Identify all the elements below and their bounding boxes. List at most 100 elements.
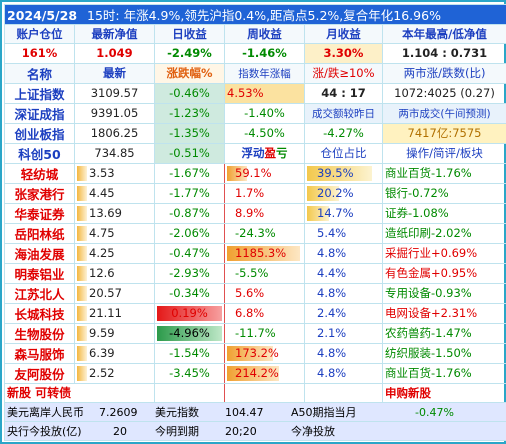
col-name-header: 名称 [4, 62, 75, 84]
stock-note: 农药兽药-1.47% [381, 322, 506, 344]
stock-position: 4.8% [304, 342, 383, 364]
header-date: 2024/5/28 [7, 8, 78, 23]
index-change: -1.35% [154, 122, 225, 144]
fx-label: 美元离岸人民币 [7, 406, 84, 420]
col-market-header: 两市涨/跌数(比) [381, 62, 506, 84]
stock-pnl: 59.1% [224, 162, 305, 184]
stock-position: 4.8% [304, 362, 383, 384]
summary-labels-row: 账户仓位 最新净值 日收益 周收益 月收益 本年最高/低净值 [4, 23, 506, 45]
stock-note: 专用设备-0.93% [381, 282, 506, 304]
col-position-header: 仓位占比 [304, 142, 383, 164]
stock-note: 纺织服装-1.50% [381, 342, 506, 364]
stock-pnl: 173.2% [224, 342, 305, 364]
market-advance-decline: 1072:4025 (0.27) [381, 82, 506, 104]
stock-position: 4.4% [304, 262, 383, 284]
stock-latest: 20.57 [74, 282, 155, 304]
market-turnover-label: 两市成交(午间预测) [381, 102, 506, 124]
stock-name: 张家港行 [4, 182, 75, 204]
stock-row[interactable]: 明泰铝业 12.6 -2.93% -5.5% 4.4% 有色金属+0.95% [4, 262, 506, 284]
index-change: -1.23% [154, 102, 225, 124]
stock-position: 20.2% [304, 182, 383, 204]
col-note-header: 操作/简评/板块 [381, 142, 506, 164]
stock-name: 轻纺城 [4, 162, 75, 184]
stock-latest: 13.69 [74, 202, 155, 224]
stock-name: 生物股份 [4, 322, 75, 344]
stock-row[interactable]: 江苏北人 20.57 -0.34% 5.6% 4.8% 专用设备-0.93% [4, 282, 506, 304]
year-high-low-value: 1.104 : 0.731 [381, 43, 506, 64]
stock-name: 海油发展 [4, 242, 75, 264]
stock-row[interactable]: 友阿股份 2.52 -3.45% 214.2% 4.8% 商业百货-1.76% [4, 362, 506, 384]
index-name: 科创50 [4, 142, 75, 164]
col-year-change-header: 指数年涨幅 [224, 62, 305, 84]
index-row[interactable]: 深证成指 9391.05 -1.23% -1.40% 成交额较昨日 两市成交(午… [4, 102, 506, 124]
index-latest: 9391.05 [74, 102, 155, 124]
footer-row-fx: 美元离岸人民币 7.2609 美元指数 104.47 A50期指当月 -0.47… [3, 401, 506, 423]
header-bar: 2024/5/28 15时: 年涨4.9%,领先沪指0.4%,距高点5.2%,复… [3, 4, 506, 25]
index-latest: 734.85 [74, 142, 155, 164]
stock-row[interactable]: 海油发展 4.25 -0.47% 1185.3% 4.8% 采掘行业+0.69% [4, 242, 506, 264]
index-row[interactable]: 科创50 734.85 -0.51% 浮动盈亏 仓位占比 操作/简评/板块 [4, 142, 506, 164]
pboc-injection-value: 20 [113, 424, 127, 438]
index-change: -0.51% [154, 142, 225, 164]
stock-pnl: 5.6% [224, 282, 305, 304]
stock-row[interactable]: 张家港行 4.45 -1.77% 1.7% 20.2% 银行-0.72% [4, 182, 506, 204]
stock-row[interactable]: 华泰证券 13.69 -0.87% 8.9% 14.7% 证券-1.08% [4, 202, 506, 224]
stock-pnl: 1.7% [224, 182, 305, 204]
a50-value: -0.47% [415, 405, 454, 419]
stock-name: 华泰证券 [4, 202, 75, 224]
stock-row[interactable]: 长城科技 21.11 0.19% 6.8% 2.4% 电网设备+2.31% [4, 302, 506, 324]
stock-pnl: 6.8% [224, 302, 305, 324]
col-up-down-header: 涨/跌≥10% [304, 62, 383, 84]
stock-latest: 6.39 [74, 342, 155, 364]
maturity-label: 今明到期 [155, 425, 199, 439]
turnover-vs-yesterday-label: 成交额较昨日 [304, 102, 383, 124]
col-pnl-header: 浮动盈亏 [224, 142, 305, 164]
stock-row[interactable]: 森马服饰 6.39 -1.54% 173.2% 4.8% 纺织服装-1.50% [4, 342, 506, 364]
stock-latest: 12.6 [74, 262, 155, 284]
monthly-return-value: 3.30% [304, 43, 383, 64]
stock-name: 长城科技 [4, 302, 75, 324]
account-position-value: 161% [4, 43, 75, 64]
usd-index-value: 104.47 [225, 405, 264, 419]
index-change: -0.46% [154, 82, 225, 104]
stock-change: -2.06% [154, 222, 225, 244]
stock-row[interactable]: 生物股份 9.59 -4.96% -11.7% 2.1% 农药兽药-1.47% [4, 322, 506, 344]
stock-change: -0.34% [154, 282, 225, 304]
stock-name: 明泰铝业 [4, 262, 75, 284]
fx-value: 7.2609 [99, 405, 138, 419]
a50-label: A50期指当月 [291, 406, 357, 420]
market-turnover-value: 7417亿:7575 [381, 122, 506, 144]
footer-row-pboc: 央行今投放(亿) 20 今明到期 20;20 今净投放 [3, 421, 506, 442]
turnover-change-value: -4.27% [304, 122, 383, 144]
column-header-row: 名称 最新 涨跌幅% 指数年涨幅 涨/跌≥10% 两市涨/跌数(比) [4, 62, 506, 84]
stock-pnl: -5.5% [224, 262, 305, 284]
stock-pnl: 1185.3% [224, 242, 305, 264]
stock-row[interactable]: 轻纺城 3.53 -1.67% 59.1% 39.5% 商业百货-1.76% [4, 162, 506, 184]
index-name: 创业板指 [4, 122, 75, 144]
index-name: 深证成指 [4, 102, 75, 124]
account-position-label: 账户仓位 [4, 23, 75, 45]
stock-latest: 3.53 [74, 162, 155, 184]
latest-nav-label: 最新净值 [74, 23, 155, 45]
stock-latest: 4.75 [74, 222, 155, 244]
stock-pnl: -11.7% [224, 322, 305, 344]
stock-row[interactable]: 岳阳林纸 4.75 -2.06% -24.3% 5.4% 造纸印刷-2.02% [4, 222, 506, 244]
stock-note: 商业百货-1.76% [381, 362, 506, 384]
index-latest: 1806.25 [74, 122, 155, 144]
index-row[interactable]: 创业板指 1806.25 -1.35% -4.50% -4.27% 7417亿:… [4, 122, 506, 144]
stock-note: 电网设备+2.31% [381, 302, 506, 324]
new-stock-note: 申购新股 [381, 382, 506, 403]
index-year-change: -4.50% [224, 122, 305, 144]
stock-pnl: 214.2% [224, 362, 305, 384]
stock-position: 4.8% [304, 242, 383, 264]
stock-note: 证券-1.08% [381, 202, 506, 224]
index-row[interactable]: 上证指数 3109.57 -0.46% 4.53% 44 : 17 1072:4… [4, 82, 506, 104]
stock-position: 5.4% [304, 222, 383, 244]
new-stock-row[interactable]: 新股 可转债 申购新股 [4, 382, 506, 403]
header-info: 15时: 年涨4.9%,领先沪指0.4%,距高点5.2%,复合年化16.96% [87, 8, 441, 23]
col-latest-header: 最新 [74, 62, 155, 84]
weekly-return-value: -1.46% [224, 43, 305, 64]
new-stock-label: 新股 可转债 [4, 382, 155, 403]
stock-position: 14.7% [304, 202, 383, 224]
index-name: 上证指数 [4, 82, 75, 104]
